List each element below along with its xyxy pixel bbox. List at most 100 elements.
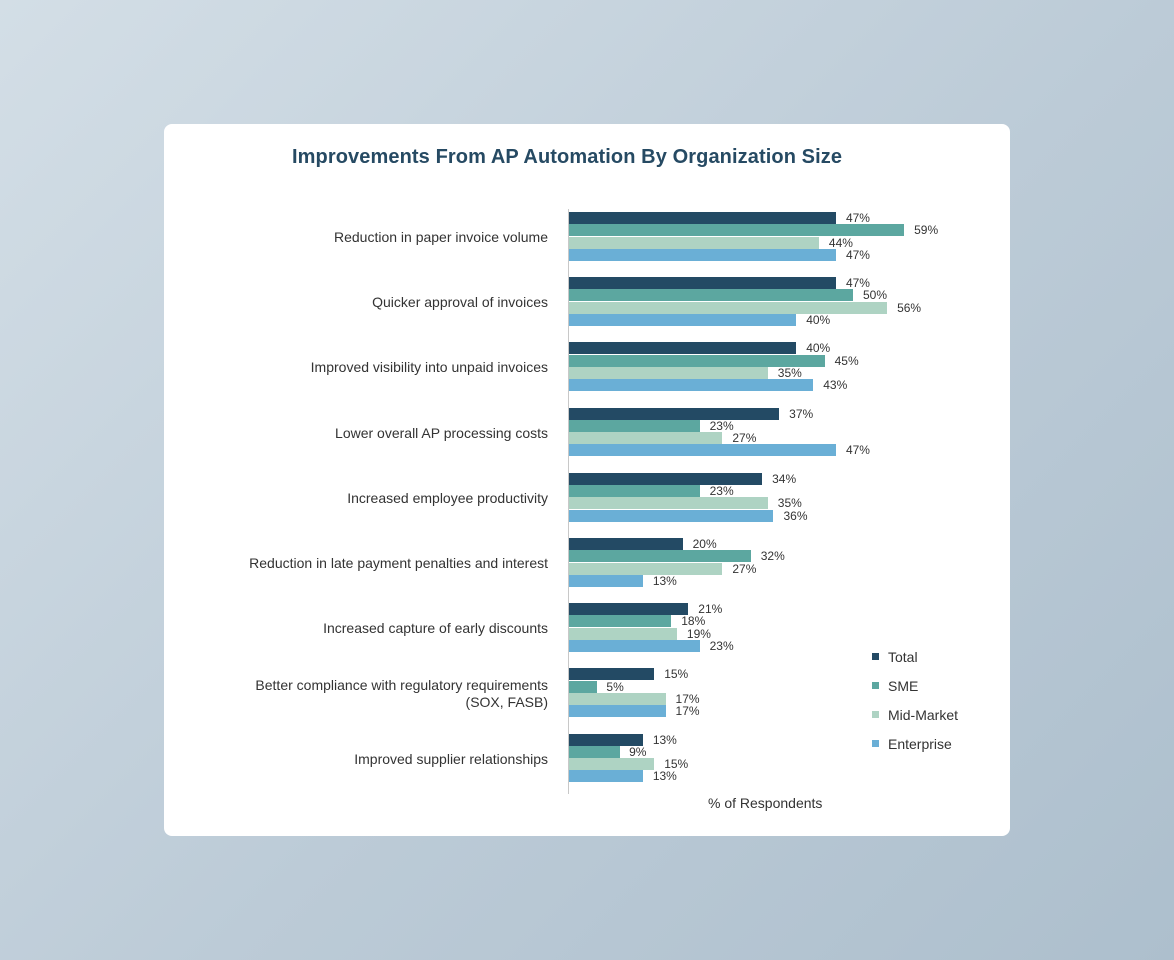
data-label: 40% (806, 313, 831, 328)
bar-group: Improved visibility into unpaid invoices… (164, 342, 1010, 394)
category-label-line: (SOX, FASB) (465, 693, 548, 710)
bar-sme (569, 289, 853, 302)
category-label-line: Increased employee productivity (347, 489, 548, 506)
data-label: 13% (652, 732, 677, 747)
bar-group: Increased capture of early discounts 21% 1… (164, 603, 1010, 655)
bar-mid-market (569, 432, 723, 445)
category-label-line: Improved visibility into unpaid invoices (310, 359, 548, 376)
data-label: 15% (664, 757, 689, 772)
bar-enterprise (569, 314, 797, 327)
x-axis-label: % of Respondents (708, 795, 823, 811)
data-label: 50% (863, 288, 888, 303)
data-label: 56% (897, 300, 922, 315)
y-axis-line (568, 209, 569, 794)
data-label: 18% (681, 614, 706, 629)
bar-enterprise (569, 640, 700, 653)
legend-item-mid-market: Mid-Market (872, 700, 958, 729)
bar-enterprise (569, 379, 814, 392)
bar-total (569, 342, 797, 355)
bar-group: Reduction in paper invoice volume 47% 59% 4… (164, 212, 1010, 264)
bar-sme (569, 550, 751, 563)
bar-mid-market (569, 366, 768, 379)
data-label: 13% (652, 573, 677, 588)
data-label: 17% (675, 704, 700, 719)
data-label: 17% (675, 691, 700, 706)
legend-swatch-icon (872, 711, 879, 718)
bar-sme (569, 745, 621, 758)
category-label: Improved visibility into unpaid invoices (311, 359, 548, 376)
data-label: 35% (777, 365, 802, 380)
data-label: 36% (783, 508, 808, 523)
category-label-line: Quicker approval of invoices (372, 294, 548, 311)
bar-mid-market (569, 562, 723, 575)
bar-enterprise (569, 705, 666, 718)
legend-item-total: Total (872, 642, 958, 671)
legend-label: Mid-Market (888, 706, 959, 723)
bar-group: Quicker approval of invoices 47% 50% 56% 40% (164, 277, 1010, 329)
bar-total (569, 603, 689, 616)
category-label: Reduction in paper invoice volume (334, 229, 548, 246)
legend-swatch-icon (872, 740, 879, 747)
bar-group: Improved supplier relationships 13% 9% 15% 1… (164, 732, 1010, 786)
category-label-line: Improved supplier relationships (354, 750, 548, 767)
data-label: 32% (760, 549, 785, 564)
data-label: 21% (698, 602, 723, 617)
category-label-line: Lower overall AP processing costs (335, 424, 548, 441)
data-label: 27% (732, 561, 757, 576)
bar-sme (569, 354, 825, 367)
chart-card: Improvements From AP Automation By Organ… (164, 124, 1010, 836)
bar-mid-market (569, 627, 677, 640)
legend-item-sme: SME (872, 671, 958, 700)
category-label: Increased capture of early discounts (323, 620, 548, 637)
data-label: 47% (845, 276, 870, 291)
bar-total (569, 668, 655, 681)
category-label-line: Reduction in late payment penalties and … (249, 555, 548, 572)
data-label: 23% (709, 418, 734, 433)
legend-item-enterprise: Enterprise (872, 729, 958, 758)
data-label: 23% (709, 639, 734, 654)
bar-enterprise (569, 770, 643, 783)
chart-title: Improvements From AP Automation By Organ… (292, 146, 843, 168)
legend-label: Enterprise (888, 735, 952, 752)
bar-enterprise (569, 248, 836, 261)
data-label: 44% (828, 235, 853, 250)
category-label: Reduction in late payment penalties and … (249, 555, 548, 572)
bar-total (569, 538, 683, 550)
data-label: 34% (772, 471, 797, 486)
bar-mid-market (569, 301, 888, 314)
bar-enterprise (569, 509, 774, 522)
legend-label: Total (888, 648, 918, 665)
data-label: 35% (777, 496, 802, 511)
bar-group: Reduction in late payment penalties and … (164, 538, 1010, 590)
bar-group: Increased employee productivity 34% 23% 35%… (164, 471, 1010, 525)
legend: Total SME Mid-Market Enterprise (872, 642, 958, 758)
data-label: 47% (845, 247, 870, 262)
data-label: 37% (789, 406, 814, 421)
bar-sme (569, 224, 905, 237)
bar-enterprise (569, 444, 836, 457)
category-label: Better compliance with regulatory requir… (255, 677, 548, 711)
data-label: 19% (686, 626, 711, 641)
data-label: 59% (914, 223, 939, 238)
category-label: Improved supplier relationships (354, 751, 548, 768)
data-label: 40% (806, 341, 831, 356)
legend-label: SME (888, 677, 919, 694)
legend-swatch-icon (872, 653, 879, 660)
data-label: 27% (732, 431, 757, 446)
bar-total (569, 212, 836, 224)
category-label: Lower overall AP processing costs (335, 425, 548, 442)
bar-sme (569, 615, 672, 628)
category-label-line: Better compliance with regulatory requir… (255, 676, 548, 693)
bar-sme (569, 419, 700, 432)
bar-mid-market (569, 497, 768, 510)
bar-total (569, 472, 763, 485)
data-label: 13% (652, 769, 677, 784)
data-label: 23% (709, 484, 734, 499)
bar-group: Lower overall AP processing costs 37% 23% 2… (164, 406, 1010, 460)
category-label: Increased employee productivity (347, 490, 548, 507)
bar-sme (569, 680, 598, 693)
bar-total (569, 733, 643, 746)
bar-group: Better compliance with regulatory requir… (164, 668, 1010, 720)
bar-mid-market (569, 758, 655, 771)
category-label-line: Increased capture of early discounts (323, 620, 548, 637)
